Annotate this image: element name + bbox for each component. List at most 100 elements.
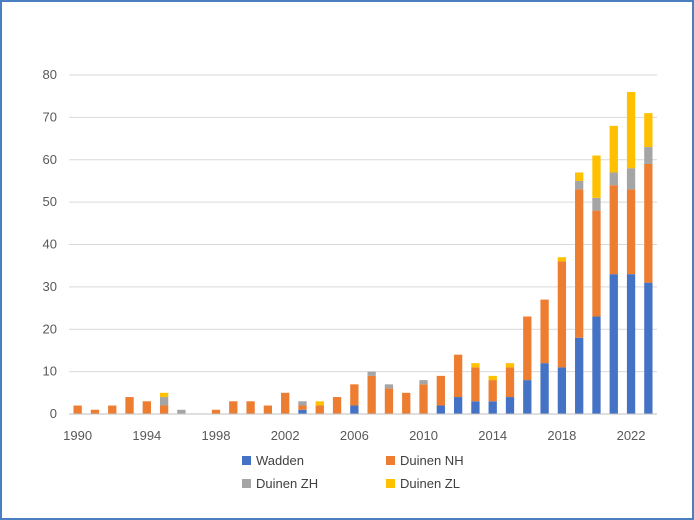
bar-segment-duinen-nh [540,299,549,364]
bar-segment-duinen-nh [644,163,653,283]
bar-segment-duinen-nh [246,401,255,414]
legend: Wadden Duinen NH Duinen ZH Duinen ZL [242,453,464,491]
bar-segment-duinen-zl [557,257,567,262]
x-tick-label: 1998 [202,428,231,443]
bar-segment-duinen-nh [523,316,532,381]
bar-segment-duinen-zl [626,91,636,169]
bar-segment-duinen-nh [575,189,584,338]
bar-segment-duinen-zl [505,363,515,368]
bar-segment-duinen-zh [384,384,394,389]
legend-label: Wadden [256,453,304,468]
bar-segment-wadden [626,274,636,414]
y-tick-label: 0 [50,406,57,421]
bar-segment-duinen-nh [350,384,359,406]
bar-segment-duinen-nh [263,405,273,414]
x-tick-label: 2002 [271,428,300,443]
bar-segment-duinen-zl [488,375,497,381]
y-tick-label: 70 [43,109,57,124]
legend-swatch [242,456,251,465]
legend-label: Duinen ZH [256,476,318,491]
y-tick-label: 60 [43,152,57,167]
bar-segment-duinen-nh [367,375,376,414]
bar-segment-duinen-zh [177,409,186,414]
legend-swatch [242,479,251,488]
x-tick-label: 2006 [340,428,369,443]
bar-segment-duinen-nh [609,185,618,275]
bar-segment-duinen-nh [73,405,82,414]
bar-segment-duinen-zh [367,371,376,376]
y-tick-label: 20 [43,321,57,336]
bar-segment-duinen-nh [159,405,169,414]
bar-segment-duinen-nh [557,261,567,368]
bar-segment-wadden [298,409,307,414]
bar-segment-duinen-nh [315,405,324,414]
x-tick-label: 2022 [617,428,646,443]
x-tick-label: 1990 [63,428,92,443]
x-tick-label: 2018 [547,428,576,443]
y-tick-label: 10 [43,364,57,379]
legend-label: Duinen ZL [400,476,460,491]
bar-segment-duinen-zl [592,155,601,198]
bar-segment-duinen-zl [159,392,169,398]
bar-segment-duinen-nh [471,367,480,402]
bar-segment-duinen-nh [108,405,117,414]
bar-segment-duinen-zl [609,125,618,173]
bar-segment-wadden [505,397,515,414]
bar-segment-duinen-nh [592,210,601,317]
bar-segment-wadden [350,405,359,414]
bar-segment-wadden [592,316,601,414]
bar-segment-duinen-nh [229,401,238,414]
bar-segment-wadden [557,367,567,414]
legend-label: Duinen NH [400,453,464,468]
bar-segment-duinen-nh [142,401,151,414]
bar-segment-duinen-nh [453,354,463,398]
bar-segment-duinen-nh [281,392,290,414]
bar-segment-wadden [575,337,584,414]
y-tick-label: 50 [43,194,57,209]
bar-segment-duinen-zh [159,397,169,406]
bars [73,91,653,414]
bar-segment-duinen-nh [384,388,394,414]
bar-segment-wadden [471,401,480,414]
bar-segment-duinen-zl [575,172,584,181]
bar-segment-duinen-nh [419,384,428,414]
bar-segment-duinen-zh [644,147,653,164]
bar-segment-duinen-nh [211,409,221,414]
bar-segment-duinen-nh [90,409,100,414]
x-tick-label: 1994 [132,428,161,443]
x-tick-label: 2010 [409,428,438,443]
bar-segment-duinen-nh [488,380,497,402]
bar-segment-wadden [488,401,497,414]
x-tick-label: 2014 [478,428,507,443]
bar-segment-duinen-zh [592,197,601,211]
bar-segment-duinen-zh [626,168,636,190]
bar-segment-wadden [436,405,445,414]
axes: 0 10 20 30 40 50 60 70 80 1990 1994 1998 2002 2006 201… [43,67,657,443]
bar-segment-duinen-zh [298,401,307,406]
bar-segment-wadden [453,397,463,414]
y-tick-label: 30 [43,279,57,294]
bar-segment-duinen-nh [505,367,515,398]
bar-segment-duinen-nh [298,405,307,410]
bar-segment-duinen-zl [471,363,480,368]
bar-segment-duinen-nh [402,392,411,414]
y-tick-label: 80 [43,67,57,82]
bar-segment-duinen-zl [315,401,324,406]
bar-segment-duinen-zh [575,180,584,190]
legend-swatch [386,479,395,488]
bar-segment-duinen-zh [419,380,428,385]
bar-segment-duinen-zl [644,113,653,148]
bar-segment-duinen-nh [332,397,342,414]
y-tick-label: 40 [43,237,57,252]
legend-swatch [386,456,395,465]
bar-segment-wadden [523,380,532,414]
bar-segment-duinen-nh [125,397,134,414]
bar-segment-wadden [644,282,653,414]
bar-segment-wadden [540,363,549,414]
bar-segment-duinen-zh [609,172,618,186]
bar-segment-wadden [609,274,618,414]
bar-segment-duinen-nh [626,189,636,275]
gridlines [69,74,657,373]
